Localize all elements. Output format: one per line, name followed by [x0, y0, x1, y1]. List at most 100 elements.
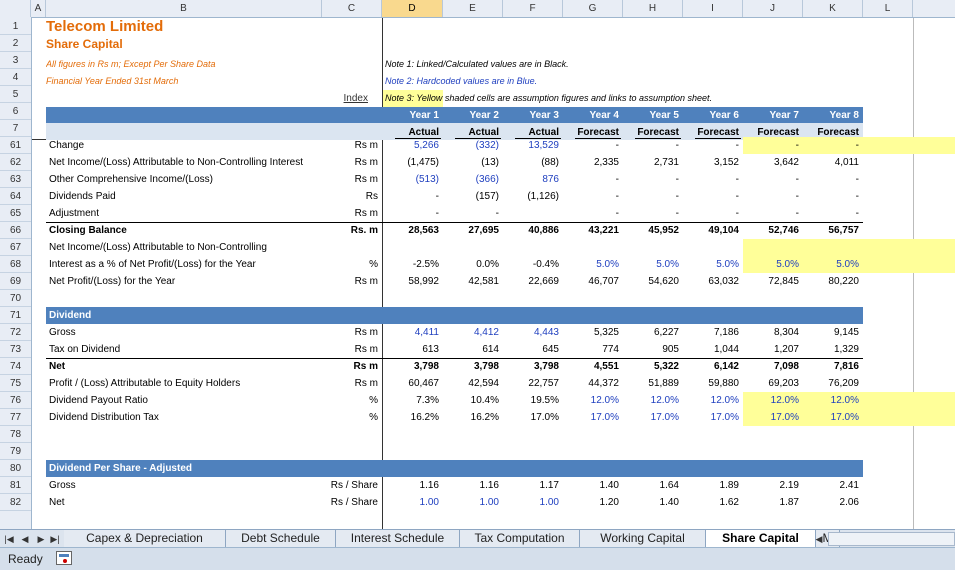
- value-cell[interactable]: 17.0%: [710, 412, 739, 423]
- value-cell[interactable]: 876: [542, 174, 559, 185]
- value-cell[interactable]: 12.0%: [710, 395, 739, 406]
- value-cell[interactable]: 1.89: [719, 480, 739, 491]
- col-header-f[interactable]: F: [503, 0, 563, 17]
- value-cell[interactable]: 3,798: [473, 361, 499, 372]
- value-cell[interactable]: 42,594: [468, 378, 499, 389]
- value-cell[interactable]: 59,880: [708, 378, 739, 389]
- value-cell[interactable]: 7,098: [773, 361, 799, 372]
- value-cell[interactable]: (1,475): [407, 157, 439, 168]
- value-cell[interactable]: 56,757: [828, 225, 859, 236]
- value-cell[interactable]: -: [735, 208, 739, 219]
- value-cell[interactable]: 80,220: [828, 276, 859, 287]
- macro-record-icon[interactable]: [56, 551, 72, 565]
- row-header[interactable]: 4: [0, 69, 31, 86]
- row-header[interactable]: 66: [0, 222, 31, 239]
- value-cell[interactable]: 16.2%: [470, 412, 499, 423]
- value-cell[interactable]: 1,329: [833, 344, 859, 355]
- value-cell[interactable]: 12.0%: [770, 395, 799, 406]
- value-cell[interactable]: 58,992: [408, 276, 439, 287]
- value-cell[interactable]: 19.5%: [530, 395, 559, 406]
- value-cell[interactable]: 16.2%: [410, 412, 439, 423]
- row-header[interactable]: 7: [0, 120, 31, 137]
- value-cell[interactable]: (513): [415, 174, 439, 185]
- tab-scroll-left[interactable]: ◀: [815, 534, 823, 544]
- value-cell[interactable]: -: [615, 140, 619, 151]
- value-cell[interactable]: -: [675, 140, 679, 151]
- value-cell[interactable]: -: [795, 191, 799, 202]
- value-cell[interactable]: 12.0%: [650, 395, 679, 406]
- row-header[interactable]: 74: [0, 358, 31, 375]
- value-cell[interactable]: 5,322: [653, 361, 679, 372]
- col-header-h[interactable]: H: [623, 0, 683, 17]
- value-cell[interactable]: 3,798: [413, 361, 439, 372]
- value-cell[interactable]: (13): [481, 157, 499, 168]
- value-cell[interactable]: 2.06: [839, 497, 859, 508]
- value-cell[interactable]: -: [855, 208, 859, 219]
- col-header-j[interactable]: J: [743, 0, 803, 17]
- value-cell[interactable]: 3,152: [713, 157, 739, 168]
- row-header[interactable]: 65: [0, 205, 31, 222]
- value-cell[interactable]: -: [795, 140, 799, 151]
- row-header[interactable]: 63: [0, 171, 31, 188]
- horizontal-scrollbar[interactable]: [828, 532, 955, 546]
- value-cell[interactable]: 69,203: [768, 378, 799, 389]
- value-cell[interactable]: (1,126): [527, 191, 559, 202]
- value-cell[interactable]: 5,266: [413, 140, 439, 151]
- row-header[interactable]: 68: [0, 256, 31, 273]
- last-sheet-button[interactable]: ▶|: [50, 534, 60, 544]
- value-cell[interactable]: 5,325: [593, 327, 619, 338]
- row-header[interactable]: 67: [0, 239, 31, 256]
- value-cell[interactable]: 17.0%: [530, 412, 559, 423]
- value-cell[interactable]: 4,011: [834, 157, 859, 168]
- value-cell[interactable]: 2,731: [653, 157, 679, 168]
- row-header[interactable]: 2: [0, 35, 31, 52]
- col-header-b[interactable]: B: [46, 0, 322, 17]
- value-cell[interactable]: 8,304: [773, 327, 799, 338]
- value-cell[interactable]: 46,707: [588, 276, 619, 287]
- col-header-g[interactable]: G: [563, 0, 623, 17]
- value-cell[interactable]: -: [435, 191, 439, 202]
- row-header[interactable]: 81: [0, 477, 31, 494]
- value-cell[interactable]: 1.40: [659, 497, 679, 508]
- row-header[interactable]: 70: [0, 290, 31, 307]
- value-cell[interactable]: 1.00: [479, 497, 499, 508]
- sheet-tab[interactable]: Working Capital: [580, 530, 706, 547]
- row-header[interactable]: 64: [0, 188, 31, 205]
- value-cell[interactable]: 5.0%: [656, 259, 679, 270]
- value-cell[interactable]: 613: [422, 344, 439, 355]
- value-cell[interactable]: 10.4%: [470, 395, 499, 406]
- select-all-corner[interactable]: [0, 0, 31, 17]
- value-cell[interactable]: -: [855, 140, 859, 151]
- value-cell[interactable]: 6,142: [713, 361, 739, 372]
- value-cell[interactable]: [503, 205, 563, 222]
- value-cell[interactable]: 17.0%: [830, 412, 859, 423]
- value-cell[interactable]: -: [615, 174, 619, 185]
- value-cell[interactable]: 2.19: [779, 480, 799, 491]
- value-cell[interactable]: 7,816: [833, 361, 859, 372]
- value-cell[interactable]: 22,669: [528, 276, 559, 287]
- value-cell[interactable]: 52,746: [768, 225, 799, 236]
- value-cell[interactable]: -: [795, 208, 799, 219]
- value-cell[interactable]: 63,032: [708, 276, 739, 287]
- value-cell[interactable]: 43,221: [588, 225, 619, 236]
- value-cell[interactable]: 28,563: [408, 225, 439, 236]
- row-header[interactable]: 71: [0, 307, 31, 324]
- value-cell[interactable]: 7,186: [713, 327, 739, 338]
- value-cell[interactable]: -: [735, 140, 739, 151]
- col-header-e[interactable]: E: [443, 0, 503, 17]
- col-header-i[interactable]: I: [683, 0, 743, 17]
- value-cell[interactable]: 645: [542, 344, 559, 355]
- first-sheet-button[interactable]: |◀: [4, 534, 14, 544]
- value-cell[interactable]: 76,209: [828, 378, 859, 389]
- value-cell[interactable]: 4,412: [473, 327, 499, 338]
- value-cell[interactable]: (157): [475, 191, 499, 202]
- row-header[interactable]: 82: [0, 494, 31, 511]
- value-cell[interactable]: 45,952: [648, 225, 679, 236]
- value-cell[interactable]: -: [675, 174, 679, 185]
- value-cell[interactable]: 12.0%: [830, 395, 859, 406]
- value-cell[interactable]: 17.0%: [770, 412, 799, 423]
- value-cell[interactable]: -: [675, 191, 679, 202]
- sheet-tab[interactable]: Capex & Depreciation: [64, 530, 226, 547]
- index-link[interactable]: Index: [343, 93, 368, 104]
- value-cell[interactable]: 3,798: [533, 361, 559, 372]
